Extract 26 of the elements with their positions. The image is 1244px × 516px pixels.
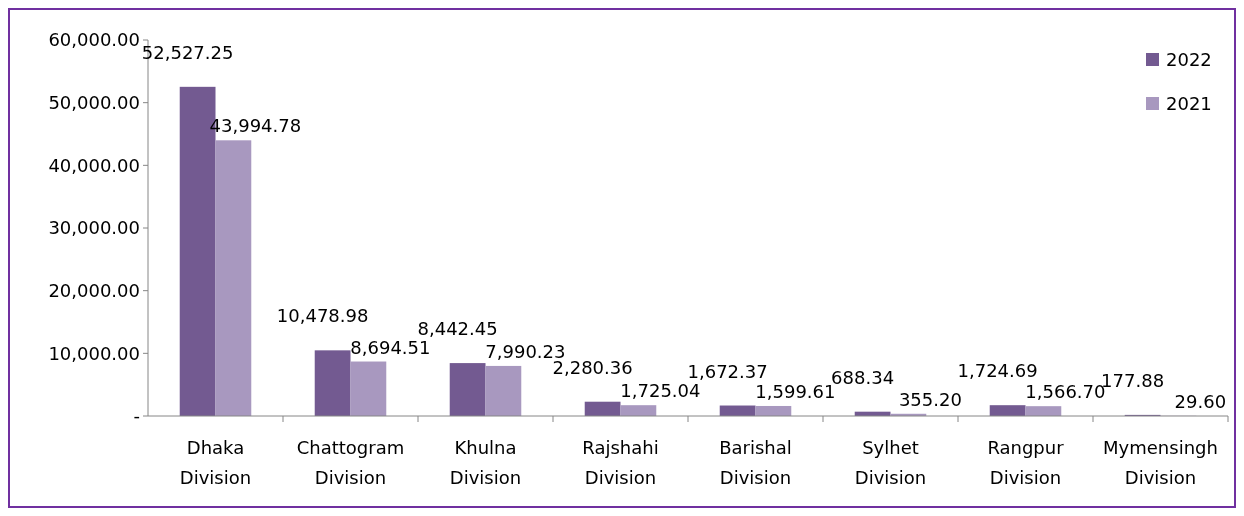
x-tick-label: Sylhet Division xyxy=(854,437,927,488)
data-label: 1,724.69 xyxy=(957,360,1038,382)
data-label: 29.60 xyxy=(1174,390,1227,412)
legend-label: 2022 xyxy=(1166,49,1212,71)
y-tick-label: 50,000.00 xyxy=(48,91,140,113)
data-label: 1,672.37 xyxy=(687,360,768,382)
y-tick-label: 60,000.00 xyxy=(48,29,140,51)
y-tick-label: 40,000.00 xyxy=(48,154,140,176)
x-tick-label: Barishal Division xyxy=(719,437,792,488)
x-tick-label: Mymensingh Division xyxy=(1103,437,1218,488)
y-tick-label: - xyxy=(133,405,140,427)
data-label: 355.20 xyxy=(898,388,962,410)
y-tick-label: 10,000.00 xyxy=(48,342,140,364)
x-tick-label: Khulna Division xyxy=(449,437,522,488)
legend-label: 2021 xyxy=(1166,93,1212,115)
data-label: 688.34 xyxy=(831,366,895,388)
data-label: 52,527.25 xyxy=(141,41,234,63)
x-tick-label: Chattogram Division xyxy=(296,437,405,488)
data-label: 10,478.98 xyxy=(276,305,369,327)
y-tick-label: 30,000.00 xyxy=(48,217,140,239)
y-tick-label: 20,000.00 xyxy=(48,279,140,301)
x-tick-label: Dhaka Division xyxy=(179,437,252,488)
x-tick-label: Rajshahi Division xyxy=(582,437,659,488)
x-tick-label: Rangpur Division xyxy=(987,437,1065,488)
data-label: 1,725.04 xyxy=(620,380,701,402)
data-label: 7,990.23 xyxy=(485,340,566,362)
